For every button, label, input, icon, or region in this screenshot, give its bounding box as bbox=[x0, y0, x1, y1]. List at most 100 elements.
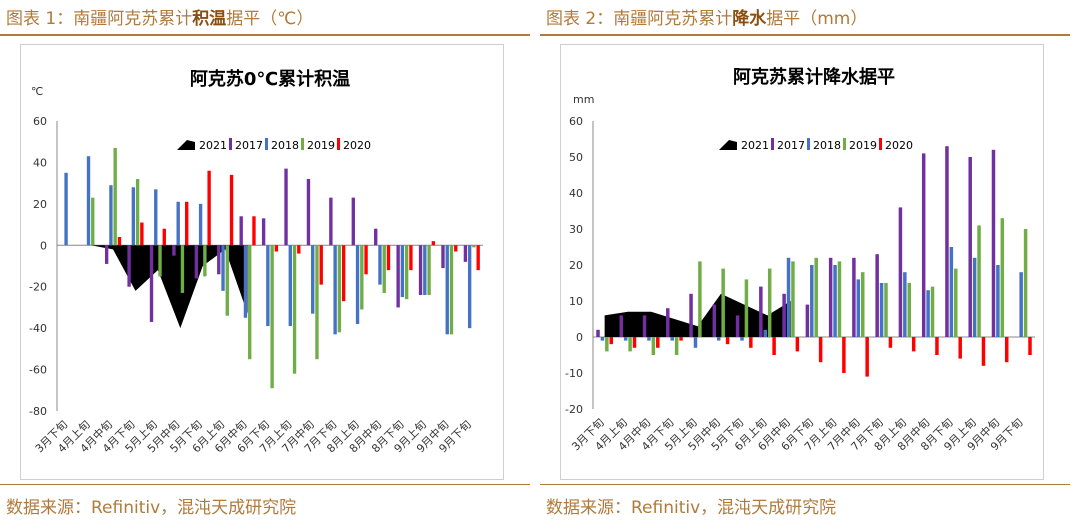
y-tick-label: -20 bbox=[29, 281, 47, 294]
bar-2020 bbox=[185, 201, 189, 246]
bar-2018 bbox=[355, 245, 360, 324]
legend-label-2019: 2019 bbox=[307, 139, 335, 152]
bar-2019 bbox=[360, 245, 364, 310]
bar-2019 bbox=[382, 245, 386, 293]
legend-label-2020: 2020 bbox=[885, 139, 913, 152]
y-axis-unit-label: ℃ bbox=[31, 85, 43, 98]
y-tick-label: -40 bbox=[29, 322, 47, 335]
left-figure-caption: 图表 1：南疆阿克苏累计积温据平（℃） bbox=[6, 9, 314, 29]
bar-2018 bbox=[949, 247, 954, 337]
bar-2017 bbox=[194, 245, 199, 279]
bar-2019 bbox=[113, 147, 117, 246]
bar-2017 bbox=[239, 216, 243, 246]
bar-2019 bbox=[907, 283, 912, 337]
bar-2019 bbox=[449, 245, 454, 335]
bar-2020 bbox=[935, 337, 939, 355]
bar-2017 bbox=[875, 254, 879, 337]
bar-2017 bbox=[396, 245, 400, 308]
bar-2020 bbox=[297, 245, 301, 254]
bar-2017 bbox=[172, 245, 176, 256]
bar-2017 bbox=[828, 257, 833, 337]
bar-2020 bbox=[772, 337, 776, 355]
bar-2018 bbox=[378, 245, 382, 285]
bar-2020 bbox=[386, 245, 391, 271]
legend-label-2018: 2018 bbox=[813, 139, 841, 152]
bar-2020 bbox=[117, 237, 122, 246]
y-tick-label: 20 bbox=[569, 259, 583, 272]
bar-2019 bbox=[1023, 229, 1028, 337]
bar-2018 bbox=[467, 245, 472, 329]
bar-2019 bbox=[884, 283, 888, 337]
legend-swatch-2020 bbox=[337, 138, 340, 150]
left-source-divider bbox=[0, 484, 530, 485]
left-chart-panel: 图表 1：南疆阿克苏累计积温据平（℃） 阿克苏0℃累计积温 ℃ -80 -60 -40 -… bbox=[0, 0, 530, 524]
bar-2017 bbox=[689, 293, 693, 337]
legend-swatch-2021 bbox=[177, 140, 195, 150]
bar-2017 bbox=[945, 146, 949, 337]
bar-2019 bbox=[315, 245, 319, 360]
bar-2018 bbox=[623, 337, 628, 341]
bar-2020 bbox=[341, 245, 346, 302]
bar-2018 bbox=[154, 189, 158, 246]
bar-2019 bbox=[292, 245, 297, 374]
bar-2020 bbox=[842, 337, 846, 373]
bar-2019 bbox=[404, 245, 409, 300]
bar-2020 bbox=[454, 245, 458, 252]
legend-swatch-2019 bbox=[843, 138, 846, 150]
bar-2018 bbox=[176, 201, 180, 246]
bar-2020 bbox=[632, 337, 637, 348]
bar-2020 bbox=[319, 245, 323, 285]
bar-2017 bbox=[149, 245, 154, 322]
bar-2017 bbox=[127, 245, 131, 287]
bar-2017 bbox=[666, 308, 670, 337]
bar-2017 bbox=[968, 157, 972, 337]
legend-swatch-2017 bbox=[229, 138, 232, 150]
bar-2020 bbox=[140, 222, 144, 246]
bar-2017 bbox=[805, 304, 810, 337]
bar-2019 bbox=[605, 337, 609, 352]
bar-2020 bbox=[252, 216, 256, 246]
y-tick-label: 40 bbox=[33, 156, 47, 169]
bar-2018 bbox=[647, 337, 651, 341]
bar-2019 bbox=[721, 268, 725, 337]
legend-label-2021: 2021 bbox=[199, 139, 227, 152]
bar-2018 bbox=[996, 265, 1000, 337]
bar-2018 bbox=[288, 245, 292, 327]
bar-2020 bbox=[818, 337, 823, 363]
bar-2018 bbox=[311, 245, 315, 314]
bar-2020 bbox=[865, 337, 869, 377]
bar-2018 bbox=[86, 156, 91, 246]
bar-2019 bbox=[767, 268, 772, 337]
temperature-chart: 阿克苏0℃累计积温℃-80-60-40-2002040603月下旬4月上旬4月中… bbox=[29, 68, 483, 455]
y-tick-label: 0 bbox=[40, 239, 47, 252]
bar-2020 bbox=[749, 337, 753, 348]
bar-2018 bbox=[1019, 272, 1023, 337]
bar-2017 bbox=[374, 228, 378, 246]
right-figure-caption: 图表 2：南疆阿克苏累计降水据平（mm） bbox=[546, 9, 868, 29]
y-tick-label: 60 bbox=[569, 115, 583, 128]
y-tick-label: 30 bbox=[569, 223, 583, 236]
legend-label-2019: 2019 bbox=[849, 139, 877, 152]
bar-2019 bbox=[337, 245, 342, 333]
right-source-divider bbox=[540, 484, 1070, 485]
bar-2018 bbox=[740, 337, 744, 341]
bar-2017 bbox=[921, 153, 926, 337]
right-caption-divider bbox=[540, 34, 1070, 36]
bar-2018 bbox=[879, 283, 884, 337]
left-source-note: 数据来源：Refinitiv，混沌天成研究院 bbox=[6, 498, 297, 518]
bar-2018 bbox=[131, 187, 136, 246]
bar-2017 bbox=[596, 329, 600, 337]
bar-2020 bbox=[274, 245, 279, 252]
bar-2020 bbox=[911, 337, 916, 352]
bar-2017 bbox=[217, 245, 221, 275]
y-tick-label: -60 bbox=[29, 364, 47, 377]
bar-2018 bbox=[445, 245, 449, 335]
bar-2020 bbox=[1004, 337, 1009, 363]
right-chart-panel: 图表 2：南疆阿克苏累计降水据平（mm） 阿克苏累计降水据平 mm -20 -10 0 1… bbox=[540, 0, 1070, 524]
legend-swatch-2017 bbox=[771, 138, 774, 150]
bar-2017 bbox=[991, 149, 996, 337]
bar-2017 bbox=[782, 293, 786, 337]
bar-2019 bbox=[860, 272, 865, 337]
bar-2018 bbox=[198, 203, 203, 246]
bar-2017 bbox=[619, 315, 624, 337]
